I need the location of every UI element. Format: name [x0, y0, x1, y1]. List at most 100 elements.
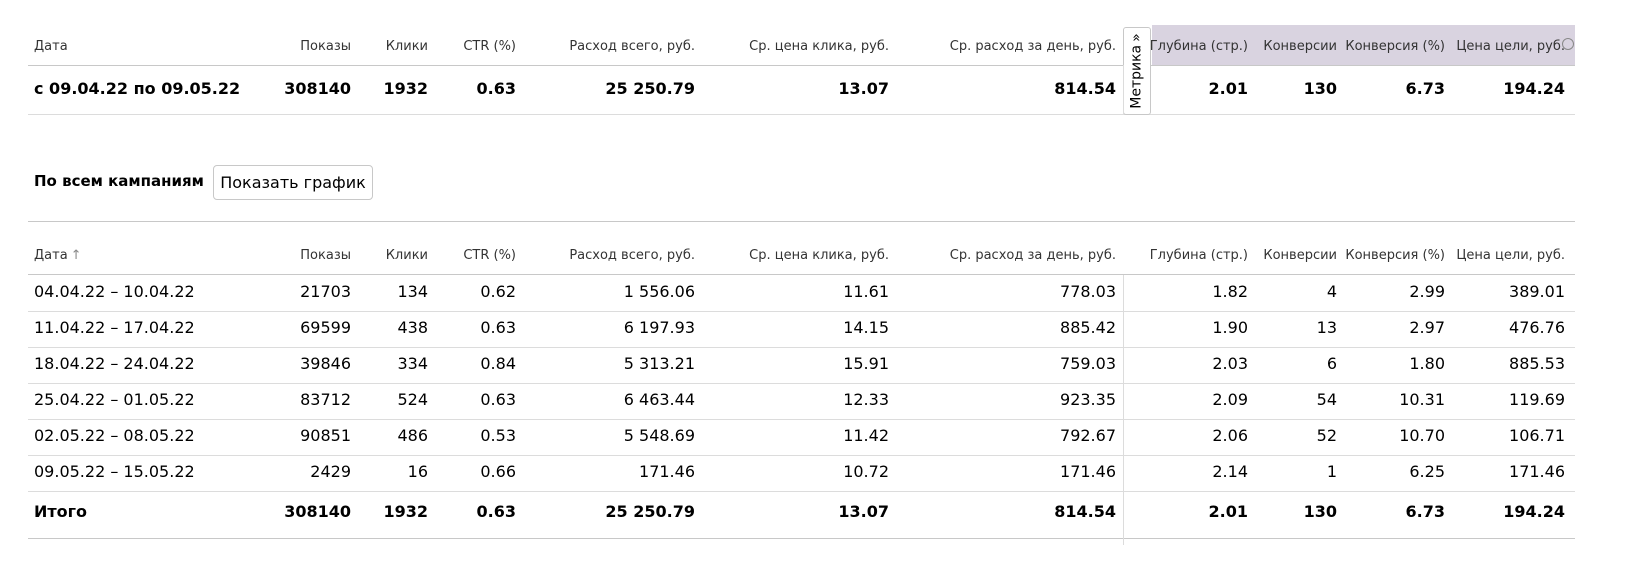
row-cell-ctr: 0.62 [480, 282, 516, 301]
row-cell-avg_cpc: 12.33 [843, 390, 889, 409]
column-header-conversions: Конверсии [1263, 39, 1337, 54]
row-cell-date: 09.05.22 – 15.05.22 [34, 462, 195, 481]
row-cell-goal_cost: 171.46 [1509, 462, 1565, 481]
column-header-avg_daily[interactable]: Ср. расход за день, руб. [949, 248, 1116, 263]
total-cell-spend: 25 250.79 [605, 502, 695, 521]
total-cell-goal_cost: 194.24 [1503, 502, 1565, 521]
row-cell-ctr: 0.66 [480, 462, 516, 481]
row-cell-spend: 171.46 [639, 462, 695, 481]
row-cell-depth: 1.90 [1212, 318, 1248, 337]
row-cell-avg_cpc: 10.72 [843, 462, 889, 481]
row-cell-conversions: 52 [1316, 426, 1337, 445]
divider [28, 538, 1575, 539]
row-cell-depth: 2.14 [1212, 462, 1248, 481]
column-header-clicks[interactable]: Клики [385, 248, 428, 263]
sort-arrow-icon: ↑ [70, 248, 82, 263]
row-cell-depth: 1.82 [1212, 282, 1248, 301]
total-cell-shows: 308140 [284, 502, 351, 521]
column-header-avg_cpc[interactable]: Ср. цена клика, руб. [749, 248, 889, 263]
column-header-date: Дата [34, 39, 68, 54]
divider [28, 347, 1575, 348]
row-cell-spend: 1 556.06 [623, 282, 695, 301]
row-cell-avg_daily: 885.42 [1060, 318, 1116, 337]
column-header-date[interactable]: Дата ↑ [34, 248, 82, 263]
row-cell-ctr: 0.63 [480, 390, 516, 409]
summary-cell-date: с 09.04.22 по 09.05.22 [34, 79, 241, 98]
row-cell-avg_daily: 759.03 [1060, 354, 1116, 373]
show-chart-button-label: Показать график [220, 173, 366, 192]
row-cell-date: 18.04.22 – 24.04.22 [34, 354, 195, 373]
row-cell-clicks: 16 [407, 462, 428, 481]
divider [28, 114, 1575, 115]
row-cell-conversions: 13 [1316, 318, 1337, 337]
column-header-conv_rate[interactable]: Конверсия (%) [1345, 248, 1445, 263]
summary-cell-ctr: 0.63 [476, 79, 516, 98]
row-cell-conversions: 6 [1326, 354, 1337, 373]
summary-cell-goal_cost: 194.24 [1503, 79, 1565, 98]
column-header-depth: Глубина (стр.) [1149, 39, 1248, 54]
summary-cell-clicks: 1932 [383, 79, 428, 98]
row-cell-conv_rate: 10.70 [1399, 426, 1445, 445]
column-header-conversions[interactable]: Конверсии [1263, 248, 1337, 263]
column-header-clicks: Клики [385, 39, 428, 54]
row-cell-conv_rate: 1.80 [1409, 354, 1445, 373]
row-cell-ctr: 0.63 [480, 318, 516, 337]
row-cell-shows: 21703 [300, 282, 351, 301]
row-cell-clicks: 334 [397, 354, 428, 373]
info-icon[interactable] [1562, 38, 1574, 50]
total-cell-clicks: 1932 [383, 502, 428, 521]
total-cell-ctr: 0.63 [476, 502, 516, 521]
summary-cell-avg_daily: 814.54 [1054, 79, 1116, 98]
row-cell-date: 04.04.22 – 10.04.22 [34, 282, 195, 301]
summary-cell-conversions: 130 [1303, 79, 1337, 98]
column-divider [1123, 65, 1124, 115]
column-header-ctr[interactable]: CTR (%) [463, 248, 516, 263]
row-cell-spend: 6 463.44 [623, 390, 695, 409]
row-cell-ctr: 0.53 [480, 426, 516, 445]
summary-cell-conv_rate: 6.73 [1405, 79, 1445, 98]
column-header-depth[interactable]: Глубина (стр.) [1149, 248, 1248, 263]
column-header-spend[interactable]: Расход всего, руб. [569, 248, 695, 263]
column-header-goal_cost[interactable]: Цена цели, руб. [1456, 248, 1565, 263]
row-cell-avg_cpc: 11.61 [843, 282, 889, 301]
column-header-spend: Расход всего, руб. [569, 39, 695, 54]
total-cell-avg_cpc: 13.07 [838, 502, 889, 521]
show-chart-button[interactable]: Показать график [213, 165, 373, 200]
column-header-shows[interactable]: Показы [300, 248, 351, 263]
row-cell-shows: 2429 [310, 462, 351, 481]
row-cell-shows: 69599 [300, 318, 351, 337]
total-cell-avg_daily: 814.54 [1054, 502, 1116, 521]
row-cell-depth: 2.03 [1212, 354, 1248, 373]
row-cell-goal_cost: 476.76 [1509, 318, 1565, 337]
row-cell-conv_rate: 6.25 [1409, 462, 1445, 481]
column-header-avg_cpc: Ср. цена клика, руб. [749, 39, 889, 54]
row-cell-avg_cpc: 15.91 [843, 354, 889, 373]
row-cell-avg_cpc: 11.42 [843, 426, 889, 445]
row-cell-conv_rate: 10.31 [1399, 390, 1445, 409]
row-cell-avg_daily: 792.67 [1060, 426, 1116, 445]
divider [28, 383, 1575, 384]
metrika-header-highlight [1152, 25, 1575, 65]
row-cell-depth: 2.09 [1212, 390, 1248, 409]
row-cell-avg_daily: 171.46 [1060, 462, 1116, 481]
column-header-conv_rate: Конверсия (%) [1345, 39, 1445, 54]
row-cell-goal_cost: 119.69 [1509, 390, 1565, 409]
row-cell-goal_cost: 389.01 [1509, 282, 1565, 301]
column-divider [1123, 275, 1124, 545]
metrika-toggle-tab[interactable]: Метрика » [1123, 27, 1151, 115]
row-cell-goal_cost: 885.53 [1509, 354, 1565, 373]
row-cell-ctr: 0.84 [480, 354, 516, 373]
divider [28, 455, 1575, 456]
row-cell-shows: 39846 [300, 354, 351, 373]
double-chevron-icon: » [1129, 33, 1146, 42]
total-cell-conv_rate: 6.73 [1405, 502, 1445, 521]
row-cell-shows: 90851 [300, 426, 351, 445]
total-cell-depth: 2.01 [1208, 502, 1248, 521]
column-header-avg_daily: Ср. расход за день, руб. [949, 39, 1116, 54]
divider [28, 221, 1575, 222]
row-cell-spend: 6 197.93 [623, 318, 695, 337]
row-cell-clicks: 134 [397, 282, 428, 301]
row-cell-conversions: 1 [1326, 462, 1337, 481]
summary-cell-depth: 2.01 [1208, 79, 1248, 98]
row-cell-conversions: 4 [1326, 282, 1337, 301]
